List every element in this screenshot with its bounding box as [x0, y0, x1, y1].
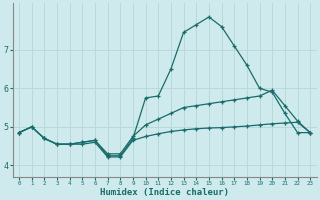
X-axis label: Humidex (Indice chaleur): Humidex (Indice chaleur) — [100, 188, 229, 197]
